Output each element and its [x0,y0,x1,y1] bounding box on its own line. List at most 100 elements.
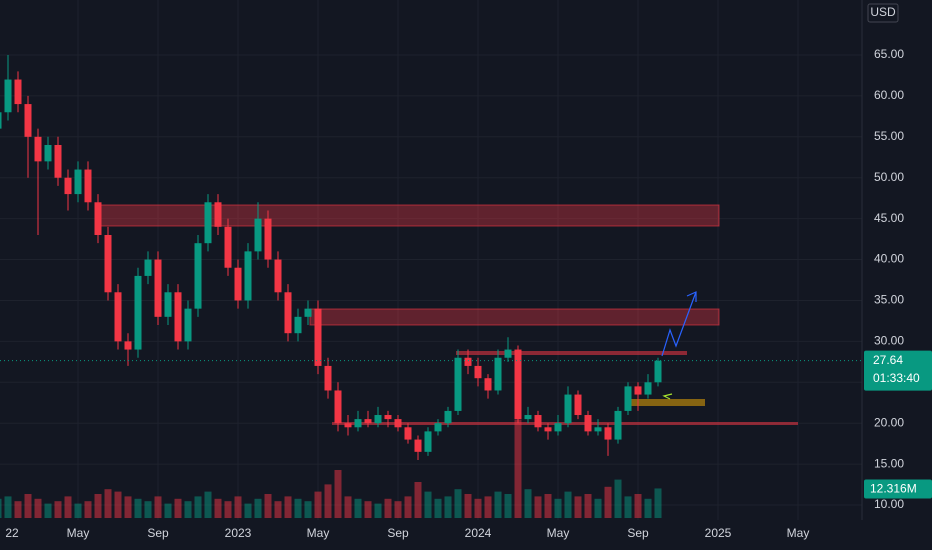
candle-body [404,427,412,440]
y-tick-label: 65.00 [874,47,904,61]
volume-bar [374,503,382,518]
volume-bar [384,498,392,518]
candle-body [444,410,452,424]
volume-bar [494,491,502,518]
volume-bar [154,496,162,518]
volume-bar [474,498,482,518]
volume-bar [274,501,282,518]
price-axis [862,0,932,550]
volume-bar [354,498,362,518]
candle-body [24,104,32,137]
volume-bar [174,498,182,518]
volume-bar [364,501,372,518]
candle-body [84,169,92,203]
candle-body [564,394,572,424]
candle-body [594,427,602,432]
candle-body [534,415,542,428]
candle-body [424,431,432,452]
x-tick-label: May [307,526,330,540]
volume-bar [294,498,302,518]
volume-bar [454,489,462,518]
volume-bar [244,503,252,518]
projection-arrow [661,291,697,357]
candle-body [454,357,462,411]
candle-body [264,218,272,260]
volume-bar [644,498,652,518]
volume-bar [404,496,412,518]
volume-bar [104,489,112,518]
candle-body [314,308,322,366]
candle-body [74,169,82,195]
x-tick-label: Sep [147,526,169,540]
drawings [95,204,798,425]
y-tick-label: 35.00 [874,293,904,307]
volume-bar [114,491,122,518]
volume-bar [94,494,102,518]
x-tick-label: 2025 [705,526,732,540]
candle-body [174,292,182,342]
candle-body [244,251,252,301]
candle-body [634,386,642,395]
volume-bar [0,498,2,518]
candle-body [184,308,192,342]
candle-body [474,365,482,379]
countdown: 01:33:40 [873,371,920,385]
candle-body [334,390,342,424]
y-tick-label: 30.00 [874,334,904,348]
volume-bar [234,496,242,518]
x-tick-label: 2023 [225,526,252,540]
resistance-line [456,351,687,355]
candle-body [134,275,142,350]
candle-body [414,439,422,452]
candle-body [374,415,382,424]
volume-bar [504,494,512,518]
volume-bar [554,498,562,518]
volume-bar [24,494,32,518]
volume-bar [64,496,72,518]
candle-body [324,365,332,391]
candle-body [434,423,442,432]
candle-body [204,202,212,244]
currency: USD [870,5,896,19]
x-tick-label: May [547,526,570,540]
candle-body [14,79,22,105]
volume-bar [484,496,492,518]
candle-body [164,292,172,317]
resistance-zone [309,308,720,326]
volume-bar [434,498,442,518]
candle-body [624,386,632,411]
candle-body [494,357,502,391]
candle-body [104,235,112,293]
volume-bar [564,491,572,518]
volume-bar [524,489,532,518]
volume-bar [464,494,472,518]
volume-bar [144,501,152,518]
volume-bar [444,496,452,518]
candle-body [124,341,132,350]
arrow-head [686,291,697,302]
candle-body [514,349,522,420]
volume-bar [164,503,172,518]
y-tick-label: 50.00 [874,170,904,184]
volume-pane [0,419,662,518]
x-tick-label: Sep [627,526,649,540]
resistance-zone [95,204,720,227]
volume-bar [224,501,232,518]
volume-bar [124,496,132,518]
candle-body [34,136,42,162]
candle-body [654,360,662,383]
volume-bar [84,501,92,518]
candle-body [644,382,652,395]
y-tick-label: 40.00 [874,252,904,266]
candle-body [484,378,492,391]
candle-body [364,419,372,424]
volume-bar [184,501,192,518]
volume-bar [544,494,552,518]
volume-bar [214,498,222,518]
volume-bar [304,501,312,518]
candle-body [154,259,162,317]
candle-body [54,144,62,178]
volume-bar [74,503,82,518]
candle-body [214,202,222,227]
